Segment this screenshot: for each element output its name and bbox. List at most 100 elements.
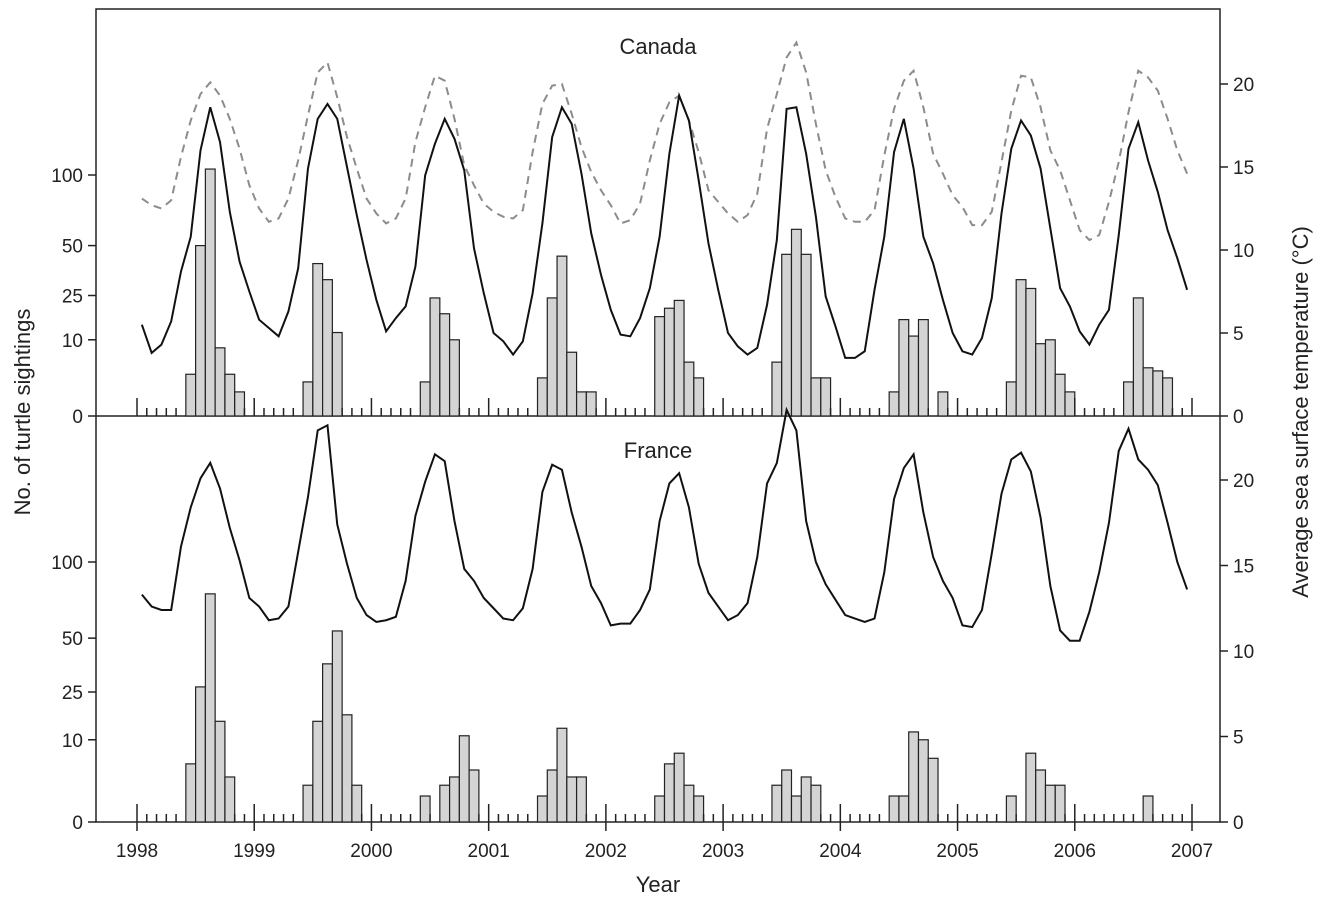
france-sst-line xyxy=(141,406,1189,642)
france-bar xyxy=(439,784,451,823)
canada-bar xyxy=(673,299,685,417)
france-bar xyxy=(224,776,236,823)
france-bar xyxy=(1054,784,1066,823)
france-panel: France 0 10 25 50 100 0 5 10 15 20 xyxy=(51,406,1254,834)
canada-bar xyxy=(1064,391,1076,417)
france-bar xyxy=(683,784,695,823)
canada-bar xyxy=(322,279,333,417)
france-title: France xyxy=(624,438,692,463)
canada-bar xyxy=(214,347,226,417)
x-tick-label: 2001 xyxy=(468,841,510,862)
canada-bar xyxy=(439,313,451,417)
canada-bar xyxy=(820,377,832,417)
x-tick-label: 2003 xyxy=(702,841,744,862)
canada-left-axis: 0 10 25 50 100 xyxy=(51,166,96,428)
france-bar xyxy=(302,784,314,823)
france-bar xyxy=(1005,795,1017,823)
france-bar xyxy=(468,769,480,823)
france-bar xyxy=(888,795,900,823)
france-bar xyxy=(536,795,548,823)
canada-bar xyxy=(575,391,587,417)
france-bar xyxy=(458,735,470,823)
france-bar xyxy=(204,593,216,823)
france-left-tick-label: 10 xyxy=(62,731,83,752)
canada-bar xyxy=(195,244,206,417)
france-bar xyxy=(800,776,812,823)
canada-bar xyxy=(693,377,705,417)
canada-left-tick-label: 0 xyxy=(72,407,83,428)
france-bar xyxy=(1142,795,1154,823)
france-bar xyxy=(790,795,802,823)
canada-bar xyxy=(419,381,431,417)
x-axis: 1998 1999 2000 2001 2002 2003 2004 2005 2006 2007 xyxy=(116,822,1213,862)
canada-bar xyxy=(683,361,695,417)
france-bar xyxy=(927,757,939,823)
canada-left-tick-label: 25 xyxy=(62,287,83,308)
x-tick-label: 2005 xyxy=(936,841,978,862)
france-right-tick-label: 5 xyxy=(1233,728,1244,749)
canada-right-tick-label: 15 xyxy=(1233,158,1254,179)
france-bar xyxy=(654,795,666,823)
france-bar xyxy=(448,776,460,823)
canada-bar xyxy=(917,319,929,417)
france-bar xyxy=(1044,784,1056,823)
france-left-axis: 0 10 25 50 100 xyxy=(51,553,96,834)
france-bar xyxy=(810,784,822,823)
france-left-tick-label: 25 xyxy=(62,683,83,704)
canada-bar xyxy=(566,351,578,417)
canada-left-tick-label: 10 xyxy=(62,331,83,352)
france-bar xyxy=(341,714,353,823)
canada-title: Canada xyxy=(619,34,697,59)
canada-bar xyxy=(908,335,920,417)
france-right-tick-label: 0 xyxy=(1233,813,1244,834)
france-bar xyxy=(351,784,363,823)
france-bar xyxy=(917,739,929,823)
canada-bar xyxy=(810,377,822,417)
x-tick-label: 2004 xyxy=(819,841,862,862)
france-bar xyxy=(908,731,920,823)
canada-right-tick-label: 5 xyxy=(1233,324,1244,345)
canada-bar xyxy=(1054,373,1066,417)
canada-bar xyxy=(1132,297,1144,417)
canada-bar xyxy=(302,381,314,417)
france-bar xyxy=(331,630,343,823)
france-bar xyxy=(556,727,568,823)
canada-bar xyxy=(448,339,460,417)
canada-bar xyxy=(800,253,812,417)
canada-bar xyxy=(585,391,597,417)
france-bar xyxy=(898,795,910,823)
france-bar xyxy=(546,769,558,823)
canada-bar xyxy=(898,319,910,417)
canada-bar xyxy=(234,391,246,417)
france-bar xyxy=(1035,769,1047,823)
right-axis-title: Average sea surface temperature (°C) xyxy=(1288,226,1313,598)
canada-bar xyxy=(781,253,793,417)
canada-bar xyxy=(312,262,324,417)
france-bar xyxy=(312,720,324,823)
canada-bar xyxy=(1015,279,1027,417)
canada-bar xyxy=(888,391,900,417)
canada-bar xyxy=(1044,339,1056,417)
france-right-tick-label: 15 xyxy=(1233,557,1254,578)
france-right-tick-label: 10 xyxy=(1233,642,1254,663)
canada-bar xyxy=(546,297,558,417)
france-left-tick-label: 100 xyxy=(51,553,83,574)
canada-bar xyxy=(204,168,216,417)
france-bar xyxy=(322,663,333,823)
x-tick-label: 2002 xyxy=(585,841,627,862)
canada-bar xyxy=(790,228,802,417)
france-bar xyxy=(781,769,793,823)
canada-bar xyxy=(654,316,666,417)
canada-left-tick-label: 50 xyxy=(62,237,83,258)
canada-right-tick-label: 10 xyxy=(1233,241,1254,262)
canada-bars xyxy=(136,168,1193,417)
france-bar xyxy=(663,763,675,823)
canada-bar xyxy=(224,373,236,417)
canada-bar xyxy=(771,361,783,417)
canada-right-axis: 0 5 10 15 20 xyxy=(1220,75,1254,428)
canada-bar xyxy=(556,255,568,417)
x-tick-label: 2000 xyxy=(350,841,392,862)
canada-bar xyxy=(1123,381,1134,417)
canada-bar xyxy=(536,377,548,417)
x-tick-label: 2007 xyxy=(1171,841,1213,862)
